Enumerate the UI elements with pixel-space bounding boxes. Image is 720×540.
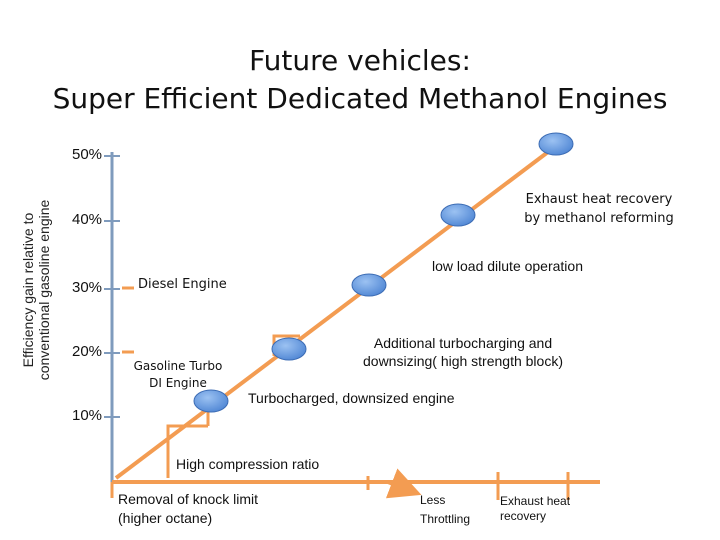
page-title: Future vehicles: Super Efficient Dedicat… — [0, 42, 720, 118]
label-removal-knock-limit: Removal of knock limit (higher octane) — [118, 491, 259, 526]
main-diagonal-arrow — [114, 150, 550, 480]
node-dilute-operation — [351, 273, 387, 297]
x-axis-arrow-1 — [385, 468, 422, 499]
node-turbocharged — [271, 337, 307, 361]
title-line-2: Super Efficient Dedicated Methanol Engin… — [52, 82, 668, 115]
label-less-throttling: Less Throttling — [420, 493, 471, 526]
y-tick-10: 10% — [72, 407, 103, 424]
node-gasoline-turbo — [193, 389, 229, 413]
node-methanol-reforming — [440, 203, 476, 227]
label-diesel-engine: Diesel Engine — [138, 277, 227, 292]
label-exhaust-heat-reforming: Exhaust heat recovery by methanol reform… — [524, 192, 674, 226]
label-gasoline-turbo-di: Gasoline Turbo DI Engine — [133, 359, 223, 390]
title-line-1: Future vehicles: — [249, 44, 471, 77]
step-connector-1 — [166, 424, 208, 478]
label-additional-turbocharging: Additional turbocharging and downsizing(… — [363, 335, 563, 369]
node-top — [538, 132, 574, 156]
y-tick-50: 50% — [72, 146, 103, 163]
label-high-compression-ratio: High compression ratio — [176, 456, 320, 472]
label-exhaust-heat-recovery: Exhaust heat recovery — [500, 494, 571, 523]
label-low-load-dilute: low load dilute operation — [432, 258, 583, 274]
y-tick-30: 30% — [72, 279, 103, 296]
y-tick-20: 20% — [72, 343, 103, 360]
label-turbocharged-downsized: Turbocharged, downsized engine — [248, 390, 455, 406]
y-tick-40: 40% — [72, 211, 103, 228]
